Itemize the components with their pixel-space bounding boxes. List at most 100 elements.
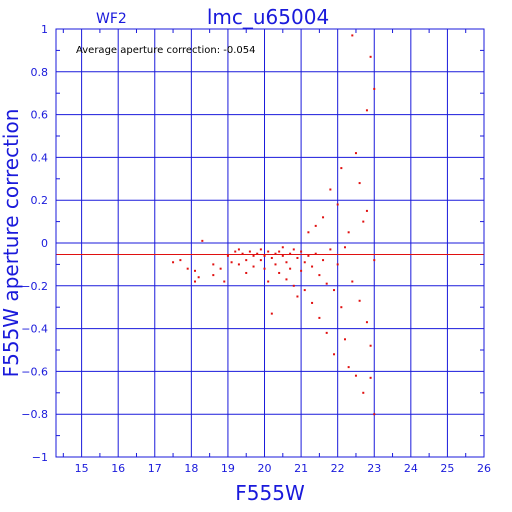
data-point [362,220,365,223]
x-tick-labels: 15 16 17 18 19 20 21 22 23 24 25 26 [75,462,491,475]
x-tick-label: 25 [440,462,454,475]
x-tick-label: 24 [404,462,418,475]
data-point [256,252,259,255]
data-point [252,265,255,268]
data-point [333,289,336,292]
y-tick-label: −0.2 [21,280,48,293]
data-point [369,376,372,379]
data-point [194,280,197,283]
data-point [343,246,346,249]
data-point [259,248,262,251]
data-point [296,295,299,298]
data-point [325,282,328,285]
average-annotation: Average aperture correction: -0.054 [76,45,256,56]
data-point [270,312,273,315]
data-point [336,263,339,266]
data-point [369,344,372,347]
data-point [303,261,306,264]
x-tick-label: 21 [294,462,308,475]
data-point [311,265,314,268]
x-tick-label: 20 [258,462,272,475]
data-point [281,246,284,249]
data-point [296,256,299,259]
data-point [314,224,317,227]
data-point [212,274,215,277]
x-tick-label: 23 [367,462,381,475]
data-point [270,256,273,259]
data-point [300,269,303,272]
data-point [322,259,325,262]
data-point [292,248,295,251]
data-point [373,259,376,262]
data-point [285,261,288,264]
data-point [351,280,354,283]
data-point [237,263,240,266]
y-tick-label: −0.4 [21,323,48,336]
data-point [172,261,175,264]
data-point [351,34,354,37]
data-point [358,182,361,185]
data-point [373,413,376,416]
data-point [274,252,277,255]
data-point [241,252,244,255]
data-point [263,254,266,257]
y-tick-label: −0.8 [21,408,48,421]
data-point [340,306,343,309]
data-point [289,252,292,255]
data-point [318,274,321,277]
data-point [343,338,346,341]
data-point [267,250,270,253]
x-tick-label: 22 [331,462,345,475]
x-tick-label: 17 [148,462,162,475]
data-point [362,391,365,394]
y-tick-label: 0.6 [31,109,49,122]
y-tick-label: 0 [41,237,48,250]
data-point [194,269,197,272]
data-point [307,231,310,234]
data-point [307,254,310,257]
data-point [179,259,182,262]
data-point [303,289,306,292]
data-point [325,331,328,334]
data-point [252,254,255,257]
data-point [336,203,339,206]
data-point [289,267,292,270]
grid-lines [56,29,484,457]
data-point [201,239,204,242]
data-point [340,167,343,170]
data-point [347,366,350,369]
data-point [365,321,368,324]
data-point [347,231,350,234]
data-point [358,299,361,302]
data-point [369,55,372,58]
data-point [223,280,226,283]
y-tick-label: 0.8 [31,66,49,79]
data-point [245,259,248,262]
data-point [245,271,248,274]
data-point [259,259,262,262]
y-tick-label: 0.4 [31,151,49,164]
data-point [322,216,325,219]
data-point [311,301,314,304]
data-point [212,263,215,266]
data-point [365,209,368,212]
data-point [285,278,288,281]
data-point [219,267,222,270]
y-tick-label: 0.2 [31,194,49,207]
plot-frame [55,28,485,458]
x-tick-label: 26 [477,462,491,475]
data-point [300,250,303,253]
data-point [234,250,237,253]
data-point [365,109,368,112]
x-tick-label: 16 [111,462,125,475]
data-point [226,254,229,257]
x-tick-label: 19 [221,462,235,475]
data-point [263,267,266,270]
data-point [197,276,200,279]
data-point [329,188,332,191]
data-point [278,271,281,274]
data-point [230,261,233,264]
data-point [248,250,251,253]
y-tick-label: −1 [32,451,48,464]
